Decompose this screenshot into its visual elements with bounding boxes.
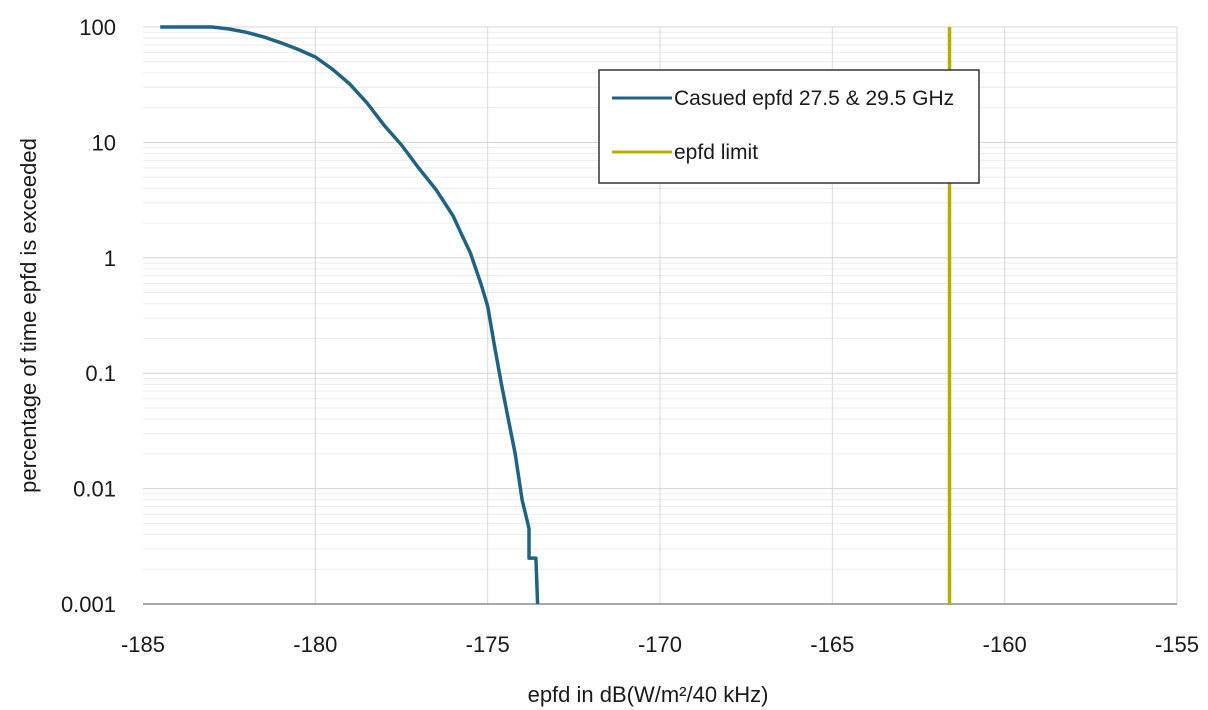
y-tick-label: 10	[92, 130, 116, 155]
y-tick-labels: 100 10 1 0.1 0.01 0.001	[61, 15, 116, 617]
x-tick-label: -155	[1155, 632, 1199, 657]
legend-box	[598, 69, 980, 184]
x-tick-label: -170	[638, 632, 682, 657]
x-tick-label: -180	[293, 632, 337, 657]
x-tick-label: -185	[121, 632, 165, 657]
legend-label-casued-epfd: Casued epfd 27.5 & 29.5 GHz	[674, 87, 954, 110]
x-tick-label: -160	[983, 632, 1027, 657]
series-line-casued-epfd	[160, 25, 540, 605]
x-tick-label: -165	[810, 632, 854, 657]
legend: Casued epfd 27.5 & 29.5 GHz epfd limit	[598, 69, 980, 184]
y-tick-label: 0.01	[73, 477, 116, 502]
x-tick-labels: -185 -180 -175 -170 -165 -160 -155	[121, 632, 1199, 657]
legend-label-epfd-limit: epfd limit	[674, 141, 758, 164]
x-axis-title: epfd in dB(W/m²/40 kHz)	[528, 682, 769, 707]
y-tick-label: 0.001	[61, 592, 116, 617]
x-tick-label: -175	[466, 632, 510, 657]
y-tick-label: 0.1	[85, 361, 116, 386]
y-tick-label: 100	[79, 15, 116, 40]
y-axis-title: percentage of time epfd is exceeded	[16, 138, 41, 493]
y-tick-label: 1	[104, 246, 116, 271]
